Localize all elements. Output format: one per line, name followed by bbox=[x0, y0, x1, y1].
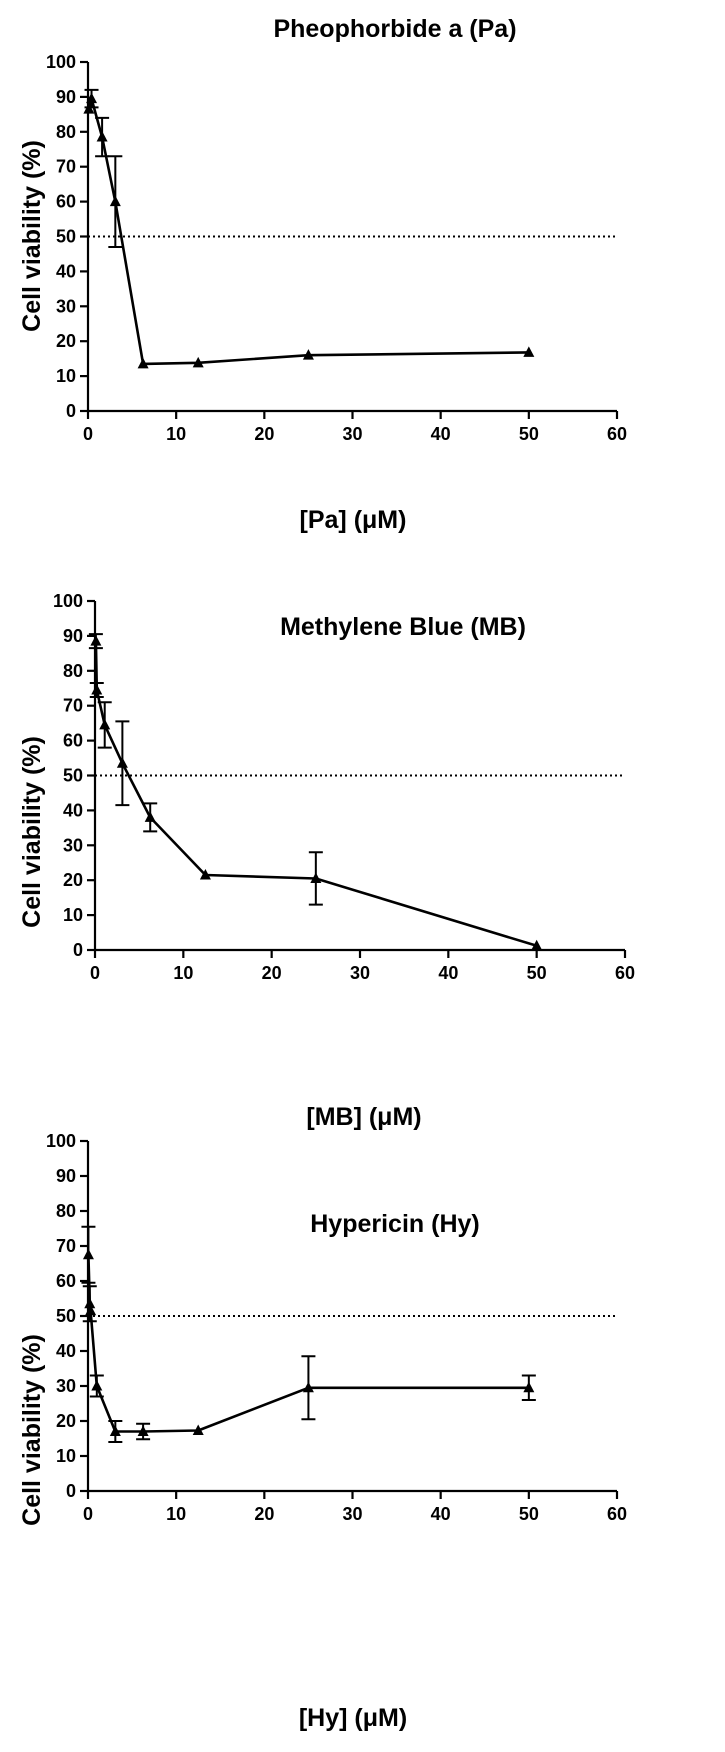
data-point bbox=[91, 1380, 103, 1391]
y-tick-label: 40 bbox=[56, 1341, 76, 1361]
y-tick-label: 10 bbox=[63, 905, 83, 925]
data-point bbox=[523, 1381, 535, 1393]
y-axis-label: Cell viability (%) bbox=[18, 1334, 46, 1526]
data-point bbox=[144, 811, 156, 822]
data-point bbox=[109, 195, 121, 207]
y-tick-label: 70 bbox=[56, 157, 76, 177]
data-point bbox=[137, 1425, 149, 1436]
y-tick-label: 30 bbox=[56, 296, 76, 316]
y-tick-label: 0 bbox=[66, 401, 76, 421]
x-tick-label: 20 bbox=[254, 1504, 274, 1524]
x-tick-label: 50 bbox=[519, 424, 539, 444]
y-tick-label: 90 bbox=[56, 1166, 76, 1186]
x-axis-label: [Hy] (μM) bbox=[299, 1704, 407, 1732]
x-tick-label: 50 bbox=[519, 1504, 539, 1524]
series-line bbox=[94, 641, 538, 948]
data-point bbox=[523, 346, 535, 357]
y-axis-label: Cell viability (%) bbox=[18, 140, 46, 332]
data-point bbox=[199, 868, 211, 880]
data-point bbox=[82, 1248, 94, 1260]
x-tick-label: 60 bbox=[615, 963, 635, 983]
y-tick-label: 80 bbox=[63, 661, 83, 681]
data-point bbox=[86, 92, 98, 104]
x-axis-label: [Pa] (μM) bbox=[300, 506, 407, 534]
y-tick-label: 60 bbox=[56, 192, 76, 212]
y-tick-label: 20 bbox=[56, 331, 76, 351]
x-tick-label: 0 bbox=[90, 963, 100, 983]
y-tick-label: 40 bbox=[56, 261, 76, 281]
data-point bbox=[137, 357, 149, 369]
x-tick-label: 60 bbox=[607, 424, 627, 444]
y-tick-label: 70 bbox=[63, 696, 83, 716]
y-tick-label: 70 bbox=[56, 1236, 76, 1256]
y-tick-label: 0 bbox=[73, 940, 83, 960]
y-tick-label: 30 bbox=[56, 1376, 76, 1396]
y-tick-label: 40 bbox=[63, 800, 83, 820]
y-tick-label: 20 bbox=[56, 1411, 76, 1431]
y-tick-label: 90 bbox=[56, 87, 76, 107]
chart-panel-hypericin: Hypericin (Hy) Cell viability (%) [Hy] (… bbox=[18, 1131, 627, 1732]
y-tick-label: 10 bbox=[56, 366, 76, 386]
y-axis-label: Cell viability (%) bbox=[18, 736, 46, 928]
y-tick-label: 50 bbox=[56, 227, 76, 247]
x-tick-label: 40 bbox=[431, 1504, 451, 1524]
y-tick-label: 60 bbox=[56, 1271, 76, 1291]
x-tick-label: 10 bbox=[166, 424, 186, 444]
chart-panel-methylene-blue: Methylene Blue (MB) Cell viability (%) [… bbox=[18, 591, 635, 1131]
y-tick-label: 100 bbox=[46, 1131, 76, 1151]
chart-title: Pheophorbide a (Pa) bbox=[273, 15, 516, 43]
x-tick-label: 10 bbox=[173, 963, 193, 983]
x-tick-label: 20 bbox=[254, 424, 274, 444]
y-tick-label: 20 bbox=[63, 870, 83, 890]
data-point bbox=[531, 939, 543, 951]
x-tick-label: 30 bbox=[342, 424, 362, 444]
x-tick-label: 40 bbox=[431, 424, 451, 444]
y-tick-label: 60 bbox=[63, 731, 83, 751]
data-point bbox=[109, 1425, 121, 1436]
y-tick-label: 10 bbox=[56, 1446, 76, 1466]
data-point bbox=[84, 1297, 96, 1309]
y-tick-label: 100 bbox=[46, 52, 76, 72]
data-point bbox=[96, 131, 108, 142]
data-point bbox=[85, 1304, 97, 1316]
chart-panel-pheophorbide: Pheophorbide a (Pa) Cell viability (%) [… bbox=[18, 15, 627, 534]
x-tick-label: 10 bbox=[166, 1504, 186, 1524]
data-point bbox=[302, 1381, 314, 1393]
data-point bbox=[91, 683, 103, 695]
series-line bbox=[87, 97, 529, 366]
x-tick-label: 20 bbox=[262, 963, 282, 983]
data-point bbox=[99, 718, 111, 730]
data-point bbox=[302, 349, 314, 360]
y-tick-label: 90 bbox=[63, 626, 83, 646]
x-tick-label: 30 bbox=[342, 1504, 362, 1524]
data-point bbox=[83, 103, 95, 114]
x-tick-label: 50 bbox=[527, 963, 547, 983]
x-tick-label: 0 bbox=[83, 424, 93, 444]
y-tick-label: 50 bbox=[56, 1306, 76, 1326]
y-tick-label: 30 bbox=[63, 835, 83, 855]
y-tick-label: 0 bbox=[66, 1481, 76, 1501]
x-tick-label: 30 bbox=[350, 963, 370, 983]
y-tick-label: 80 bbox=[56, 122, 76, 142]
data-point bbox=[192, 356, 204, 368]
x-tick-label: 60 bbox=[607, 1504, 627, 1524]
data-point bbox=[192, 1424, 204, 1435]
data-point bbox=[116, 757, 128, 768]
x-axis-label: [MB] (μM) bbox=[306, 1103, 421, 1131]
x-tick-label: 0 bbox=[83, 1504, 93, 1524]
y-tick-label: 100 bbox=[53, 591, 83, 611]
y-tick-label: 50 bbox=[63, 766, 83, 786]
chart-title: Hypericin (Hy) bbox=[310, 1210, 479, 1238]
data-point bbox=[90, 635, 102, 646]
data-point bbox=[310, 872, 322, 883]
x-tick-label: 40 bbox=[438, 963, 458, 983]
chart-title: Methylene Blue (MB) bbox=[280, 613, 526, 641]
y-tick-label: 80 bbox=[56, 1201, 76, 1221]
